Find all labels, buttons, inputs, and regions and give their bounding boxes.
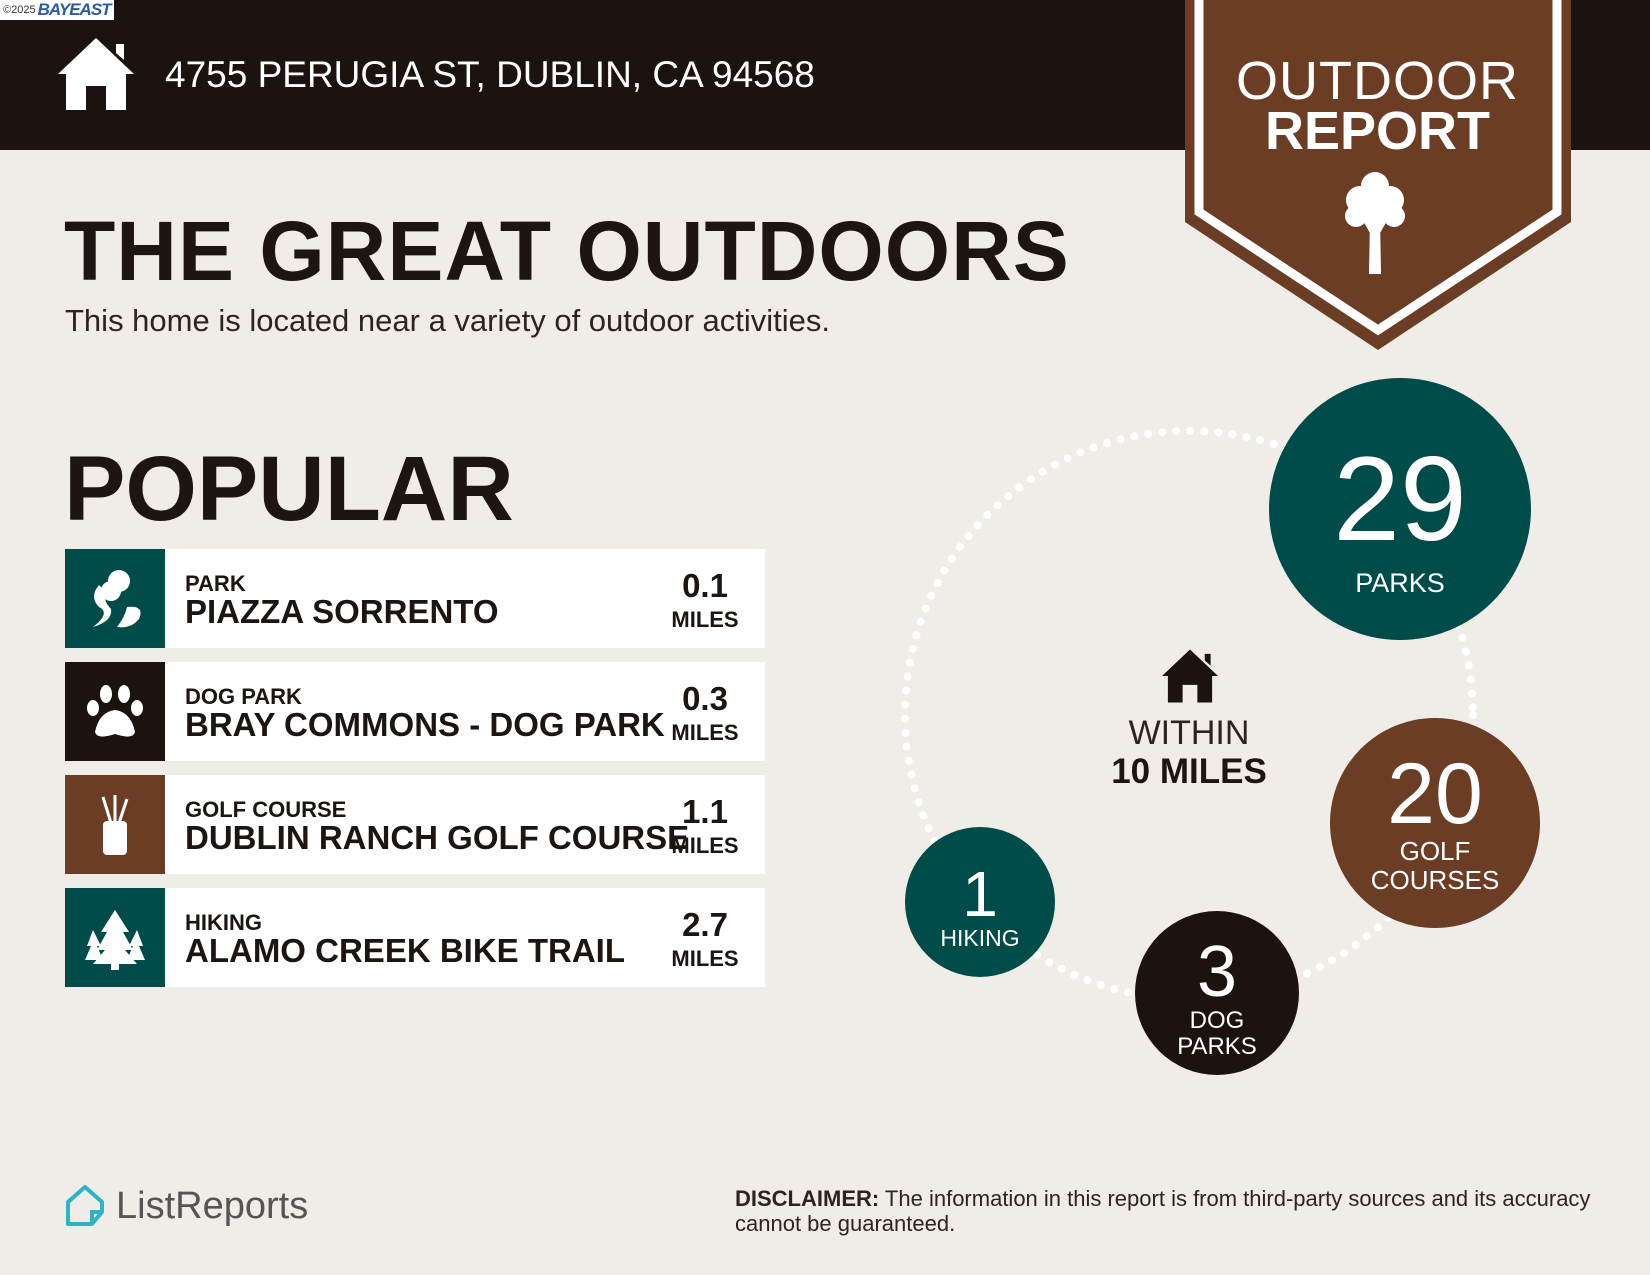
count-label: HIKING <box>940 925 1020 952</box>
count-label: PARKS <box>1355 568 1445 599</box>
item-unit: MILES <box>671 720 739 745</box>
item-category: DOG PARK <box>185 684 302 709</box>
list-item: GOLF COURSE DUBLIN RANCH GOLF COURSE 1.1… <box>65 775 765 874</box>
item-distance: 1.1 <box>682 793 728 830</box>
item-unit: MILES <box>671 946 739 971</box>
item-distance: 0.1 <box>682 567 728 604</box>
within-distance: 10 MILES <box>1111 752 1267 791</box>
badge-line1: OUTDOOR <box>1236 51 1519 111</box>
count-label: GOLF COURSES <box>1370 836 1500 895</box>
brand-logo-text: BAYEAST <box>37 0 112 19</box>
item-name: PIAZZA SORRENTO <box>185 593 499 630</box>
item-distance: 2.7 <box>682 906 728 943</box>
golf-bag-icon <box>65 775 165 874</box>
item-name: ALAMO CREEK BIKE TRAIL <box>185 932 625 969</box>
park-icon <box>65 549 165 648</box>
hiking-count-circle: 1 HIKING <box>905 827 1055 977</box>
count-value: 3 <box>1196 931 1238 1012</box>
count-label: DOG PARKS <box>1177 1006 1257 1060</box>
copyright: ©2025 <box>3 4 36 16</box>
golf-courses-count-circle: 20 GOLF COURSES <box>1330 718 1540 928</box>
count-value: 1 <box>962 858 998 931</box>
tree-icon <box>1345 172 1405 274</box>
list-item: DOG PARK BRAY COMMONS - DOG PARK 0.3 MIL… <box>65 662 765 761</box>
item-name: DUBLIN RANCH GOLF COURSE <box>185 819 690 856</box>
list-item: HIKING ALAMO CREEK BIKE TRAIL 2.7 MILES <box>65 888 765 987</box>
item-unit: MILES <box>671 833 739 858</box>
list-item: PARK PIAZZA SORRENTO 0.1 MILES <box>65 549 765 648</box>
house-icon <box>58 38 134 110</box>
paw-icon <box>65 662 165 761</box>
item-category: PARK <box>185 571 246 596</box>
listreports-icon <box>66 1185 104 1226</box>
listreports-text: ListReports <box>116 1184 309 1227</box>
page-subtitle: This home is located near a variety of o… <box>65 303 831 338</box>
page-title: THE GREAT OUTDOORS <box>64 204 1070 298</box>
item-name: BRAY COMMONS - DOG PARK <box>185 706 665 743</box>
count-value: 20 <box>1387 746 1483 843</box>
address: 4755 PERUGIA ST, DUBLIN, CA 94568 <box>165 54 815 95</box>
within-label: WITHIN <box>1128 714 1250 752</box>
pine-trees-icon <box>65 888 165 987</box>
popular-heading: POPULAR <box>64 438 514 540</box>
bayeast-logo: ©2025 BAYEAST <box>0 0 114 20</box>
disclaimer: DISCLAIMER: The information in this repo… <box>735 1186 1595 1236</box>
item-distance: 0.3 <box>682 680 728 717</box>
disclaimer-label: DISCLAIMER: <box>735 1186 880 1211</box>
parks-count-circle: 29 PARKS <box>1269 378 1531 640</box>
item-category: GOLF COURSE <box>185 797 347 822</box>
badge-line2: REPORT <box>1264 101 1491 161</box>
listreports-logo: ListReports <box>64 1184 308 1228</box>
disclaimer-text: The information in this report is from t… <box>735 1186 1591 1236</box>
item-unit: MILES <box>671 607 739 632</box>
item-category: HIKING <box>185 910 262 935</box>
house-icon <box>1162 649 1218 703</box>
dog-parks-count-circle: 3 DOG PARKS <box>1135 911 1299 1075</box>
count-value: 29 <box>1333 432 1467 567</box>
